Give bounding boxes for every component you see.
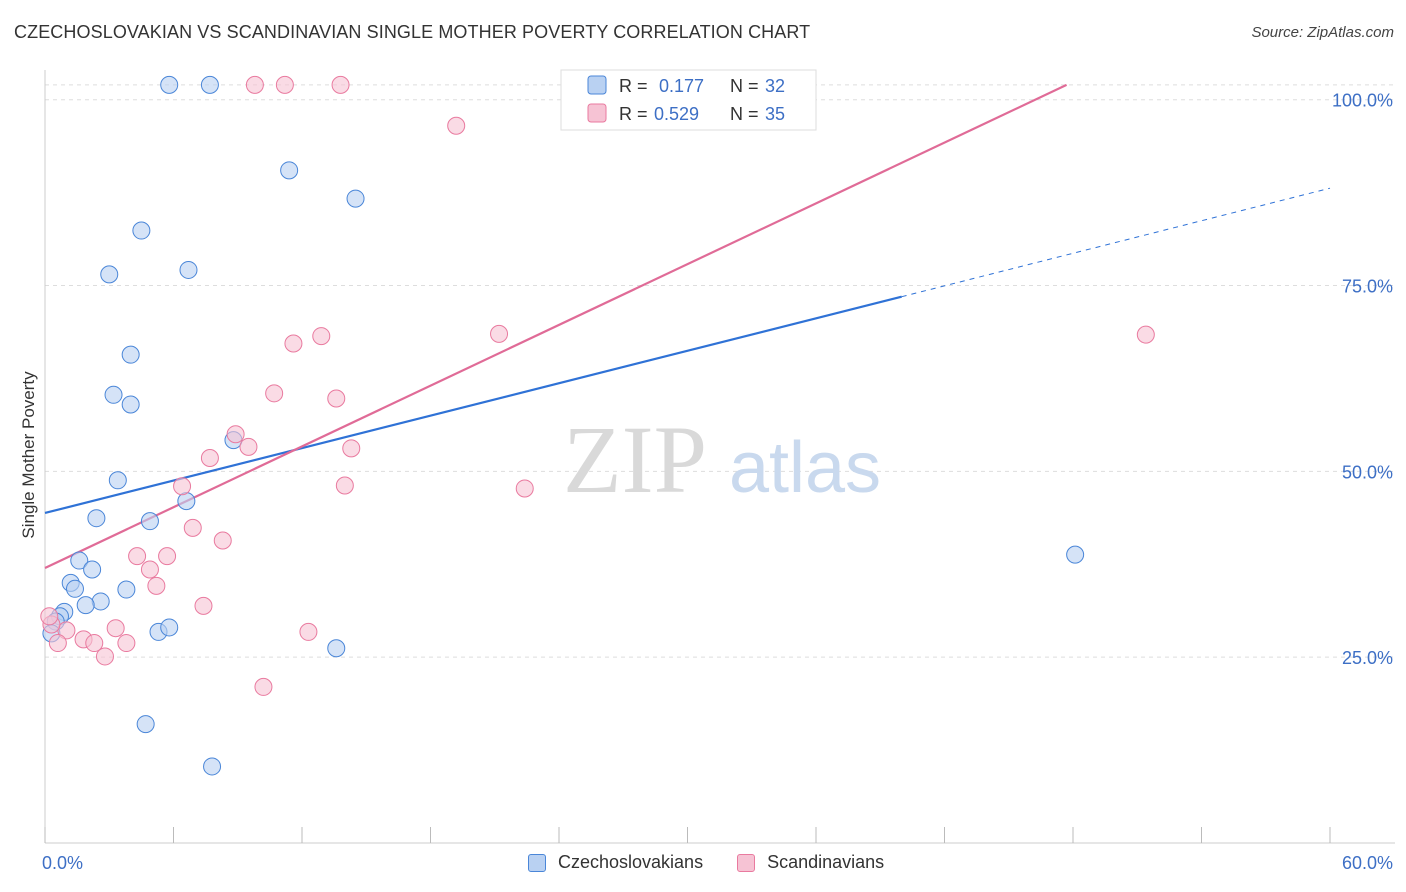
data-point-pink: [312, 327, 331, 346]
data-point-blue: [76, 596, 95, 615]
data-point-blue: [70, 551, 89, 570]
legend-stats: R = 0.177 N = 32 R = 0.529 N = 35: [560, 69, 817, 131]
y-tick-label: 75.0%: [1342, 277, 1393, 297]
legend-n-label: N =: [730, 76, 759, 96]
data-point-blue: [327, 639, 346, 658]
chart-title: CZECHOSLOVAKIAN VS SCANDINAVIAN SINGLE M…: [14, 22, 811, 42]
data-point-pink: [48, 634, 67, 653]
y-tick-label: 25.0%: [1342, 648, 1393, 668]
data-point-blue: [117, 580, 136, 599]
data-point-pink: [327, 389, 346, 408]
data-point-pink: [265, 384, 284, 403]
trend-line-blue: [44, 295, 902, 515]
data-point-pink: [173, 477, 192, 496]
data-point-pink: [117, 634, 136, 653]
legend-r-value: 0.529: [654, 104, 699, 124]
gridlines: [45, 84, 1395, 658]
data-point-pink: [447, 116, 466, 135]
data-point-pink: [140, 560, 159, 579]
data-point-pink: [254, 677, 273, 696]
data-point-pink: [275, 75, 294, 94]
data-point-blue: [346, 189, 365, 208]
data-point-blue: [132, 221, 151, 240]
legend-series: Czechoslovakians Scandinavians: [528, 852, 918, 873]
data-point-blue: [136, 715, 155, 734]
data-point-pink: [158, 547, 177, 566]
data-point-pink: [342, 439, 361, 458]
data-point-pink: [335, 476, 354, 495]
legend-swatch-blue: [587, 75, 607, 95]
trend-line-extension-blue: [901, 187, 1331, 298]
data-point-pink: [490, 324, 509, 343]
data-point-pink: [183, 518, 202, 537]
data-point-blue: [91, 592, 110, 611]
data-point-pink: [226, 425, 245, 444]
data-point-blue: [121, 395, 140, 414]
data-point-blue: [108, 471, 127, 490]
data-point-blue: [121, 345, 140, 364]
y-axis-label: Single Mother Poverty: [19, 371, 38, 539]
legend-r-value: 0.177: [659, 76, 704, 96]
legend-r-label: R =: [619, 76, 648, 96]
data-point-pink: [245, 75, 264, 94]
source-credit: Source: ZipAtlas.com: [1251, 24, 1394, 41]
legend-label: Scandinavians: [767, 852, 885, 872]
legend-swatch-pink: [737, 853, 756, 872]
watermark-zip: ZIP: [563, 406, 707, 513]
data-point-pink: [239, 437, 258, 456]
data-point-pink: [299, 622, 318, 641]
legend-n-value: 32: [765, 76, 785, 96]
x-tick-label: 60.0%: [1342, 853, 1393, 873]
data-point-blue: [65, 579, 84, 598]
y-tick-label: 50.0%: [1342, 462, 1393, 482]
data-point-blue: [280, 161, 299, 180]
data-point-blue: [160, 75, 179, 94]
data-point-pink: [106, 619, 125, 638]
y-tick-label: 100.0%: [1332, 91, 1393, 111]
x-tick-label: 0.0%: [42, 853, 83, 873]
trend-lines: [44, 83, 1331, 569]
data-point-blue: [179, 260, 198, 279]
legend-r-label: R =: [619, 104, 648, 124]
axes: [44, 70, 1395, 844]
data-point-pink: [95, 647, 114, 666]
legend-swatch-pink: [587, 103, 607, 123]
data-point-blue: [140, 512, 159, 531]
data-point-pink: [128, 547, 147, 566]
tick-labels: 25.0% 50.0% 75.0% 100.0% 0.0% 60.0%: [42, 91, 1393, 873]
data-point-pink: [85, 634, 104, 653]
data-point-pink: [200, 448, 219, 467]
legend-n-value: 35: [765, 104, 785, 124]
legend-label: Czechoslovakians: [558, 852, 704, 872]
trend-line-pink: [44, 83, 1068, 569]
data-point-pink: [515, 479, 534, 498]
watermark-atlas: atlas: [729, 428, 881, 508]
data-point-pink: [40, 607, 59, 626]
data-point-pink: [147, 576, 166, 595]
data-point-blue: [203, 757, 222, 776]
data-point-pink: [194, 596, 213, 615]
data-point-pink: [213, 531, 232, 550]
legend-swatch-blue: [528, 853, 546, 872]
data-point-blue: [83, 560, 102, 579]
data-point-pink: [331, 75, 350, 94]
data-points: [40, 75, 1155, 776]
data-point-blue: [177, 492, 196, 511]
watermark: ZIP atlas: [563, 406, 881, 513]
legend-n-label: N =: [730, 104, 759, 124]
data-point-blue: [200, 75, 219, 94]
data-point-blue: [100, 265, 119, 284]
data-point-blue: [1066, 545, 1085, 564]
data-point-blue: [160, 618, 179, 637]
legend-item-czechoslovakians: Czechoslovakians: [528, 852, 703, 873]
data-point-blue: [104, 385, 123, 404]
data-point-pink: [1136, 325, 1155, 344]
data-point-pink: [284, 334, 303, 353]
data-point-blue: [87, 509, 106, 528]
legend-item-scandinavians: Scandinavians: [737, 852, 884, 873]
